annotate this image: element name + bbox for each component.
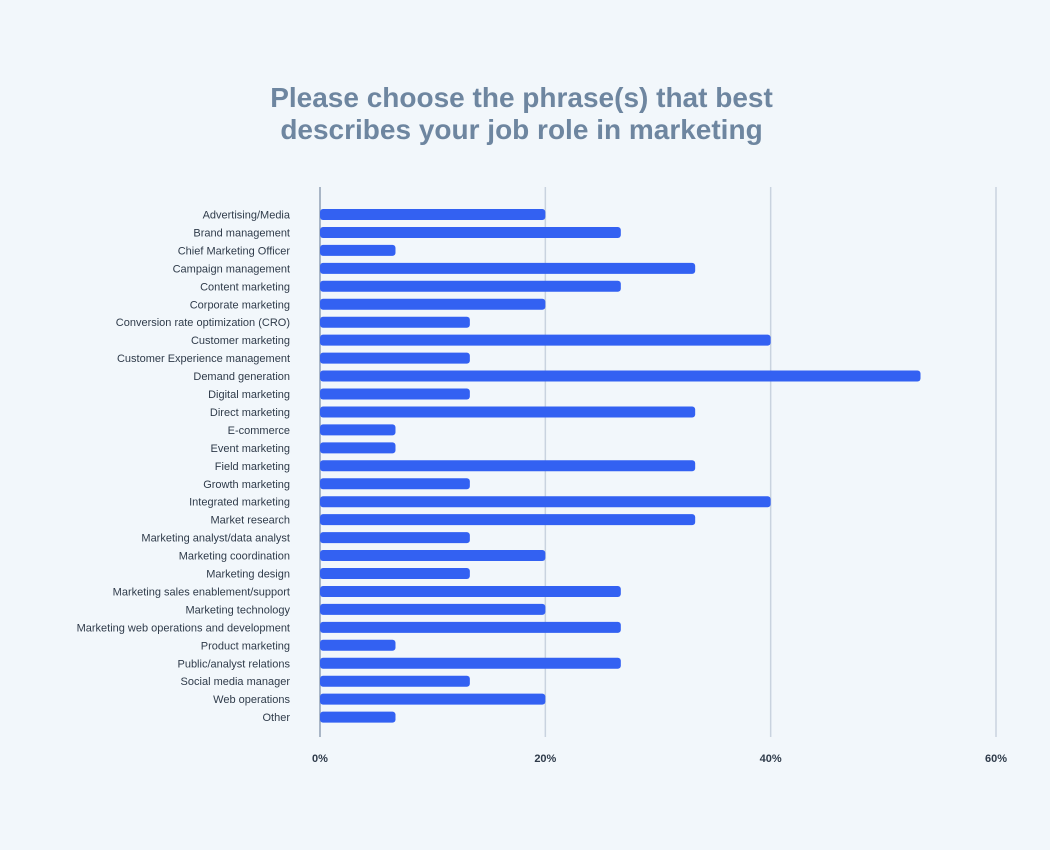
chart-title-line-2: describes your job role in marketing xyxy=(280,114,763,145)
category-label: Web operations xyxy=(213,694,290,706)
bar xyxy=(320,603,546,615)
category-label: Marketing sales enablement/support xyxy=(113,586,290,598)
bar xyxy=(320,280,621,292)
x-tick-label: 0% xyxy=(312,753,328,765)
category-label: Marketing analyst/data analyst xyxy=(141,533,290,545)
category-label: Integrated marketing xyxy=(189,497,290,509)
chart-title: Please choose the phrase(s) that best de… xyxy=(0,82,1043,146)
category-label: Advertising/Media xyxy=(203,210,291,222)
x-tick-label: 60% xyxy=(985,753,1007,765)
category-label: E-commerce xyxy=(228,425,290,437)
category-label: Customer Experience management xyxy=(117,353,290,365)
bar xyxy=(320,550,546,562)
bar xyxy=(320,460,696,472)
category-label: Customer marketing xyxy=(191,335,290,347)
category-label: Marketing design xyxy=(206,569,290,581)
category-label: Demand generation xyxy=(193,371,290,383)
bar xyxy=(320,226,621,238)
bar xyxy=(320,657,621,669)
category-label: Public/analyst relations xyxy=(177,658,290,670)
bar xyxy=(320,262,696,274)
bar xyxy=(320,209,546,220)
bar xyxy=(320,298,546,310)
category-label: Marketing technology xyxy=(185,604,290,616)
category-label: Corporate marketing xyxy=(190,299,290,311)
category-label: Campaign management xyxy=(173,263,290,275)
bar xyxy=(320,388,470,400)
bar xyxy=(320,532,470,544)
category-label: Conversion rate optimization (CRO) xyxy=(116,317,290,329)
x-tick-label: 40% xyxy=(760,753,782,765)
bar xyxy=(320,478,470,490)
bar xyxy=(320,244,396,256)
category-label: Digital marketing xyxy=(208,389,290,401)
bar xyxy=(320,334,771,346)
chart-title-line-1: Please choose the phrase(s) that best xyxy=(270,82,773,113)
bar xyxy=(320,406,696,418)
category-label: Other xyxy=(262,712,290,724)
category-label: Event marketing xyxy=(211,443,290,455)
bar xyxy=(320,496,771,508)
category-label: Direct marketing xyxy=(210,407,290,419)
bar xyxy=(320,639,396,651)
bar xyxy=(320,711,396,723)
bar xyxy=(320,585,621,597)
category-label: Social media manager xyxy=(181,676,291,688)
category-label: Marketing web operations and development xyxy=(77,622,290,634)
bar xyxy=(320,568,470,579)
category-label: Content marketing xyxy=(200,281,290,293)
category-label: Chief Marketing Officer xyxy=(178,245,291,257)
x-tick-label: 20% xyxy=(534,753,556,765)
bar xyxy=(320,352,470,364)
category-label: Market research xyxy=(211,515,290,527)
bar xyxy=(320,621,621,633)
category-label: Product marketing xyxy=(201,640,290,652)
category-label: Field marketing xyxy=(215,461,290,473)
bar xyxy=(320,514,696,526)
bar xyxy=(320,316,470,328)
category-label: Growth marketing xyxy=(203,479,290,491)
bar xyxy=(320,675,470,687)
category-label: Brand management xyxy=(193,227,290,239)
bar xyxy=(320,370,921,382)
bar xyxy=(320,442,396,454)
category-label: Marketing coordination xyxy=(179,551,290,563)
bar xyxy=(320,424,396,436)
bar xyxy=(320,693,546,705)
